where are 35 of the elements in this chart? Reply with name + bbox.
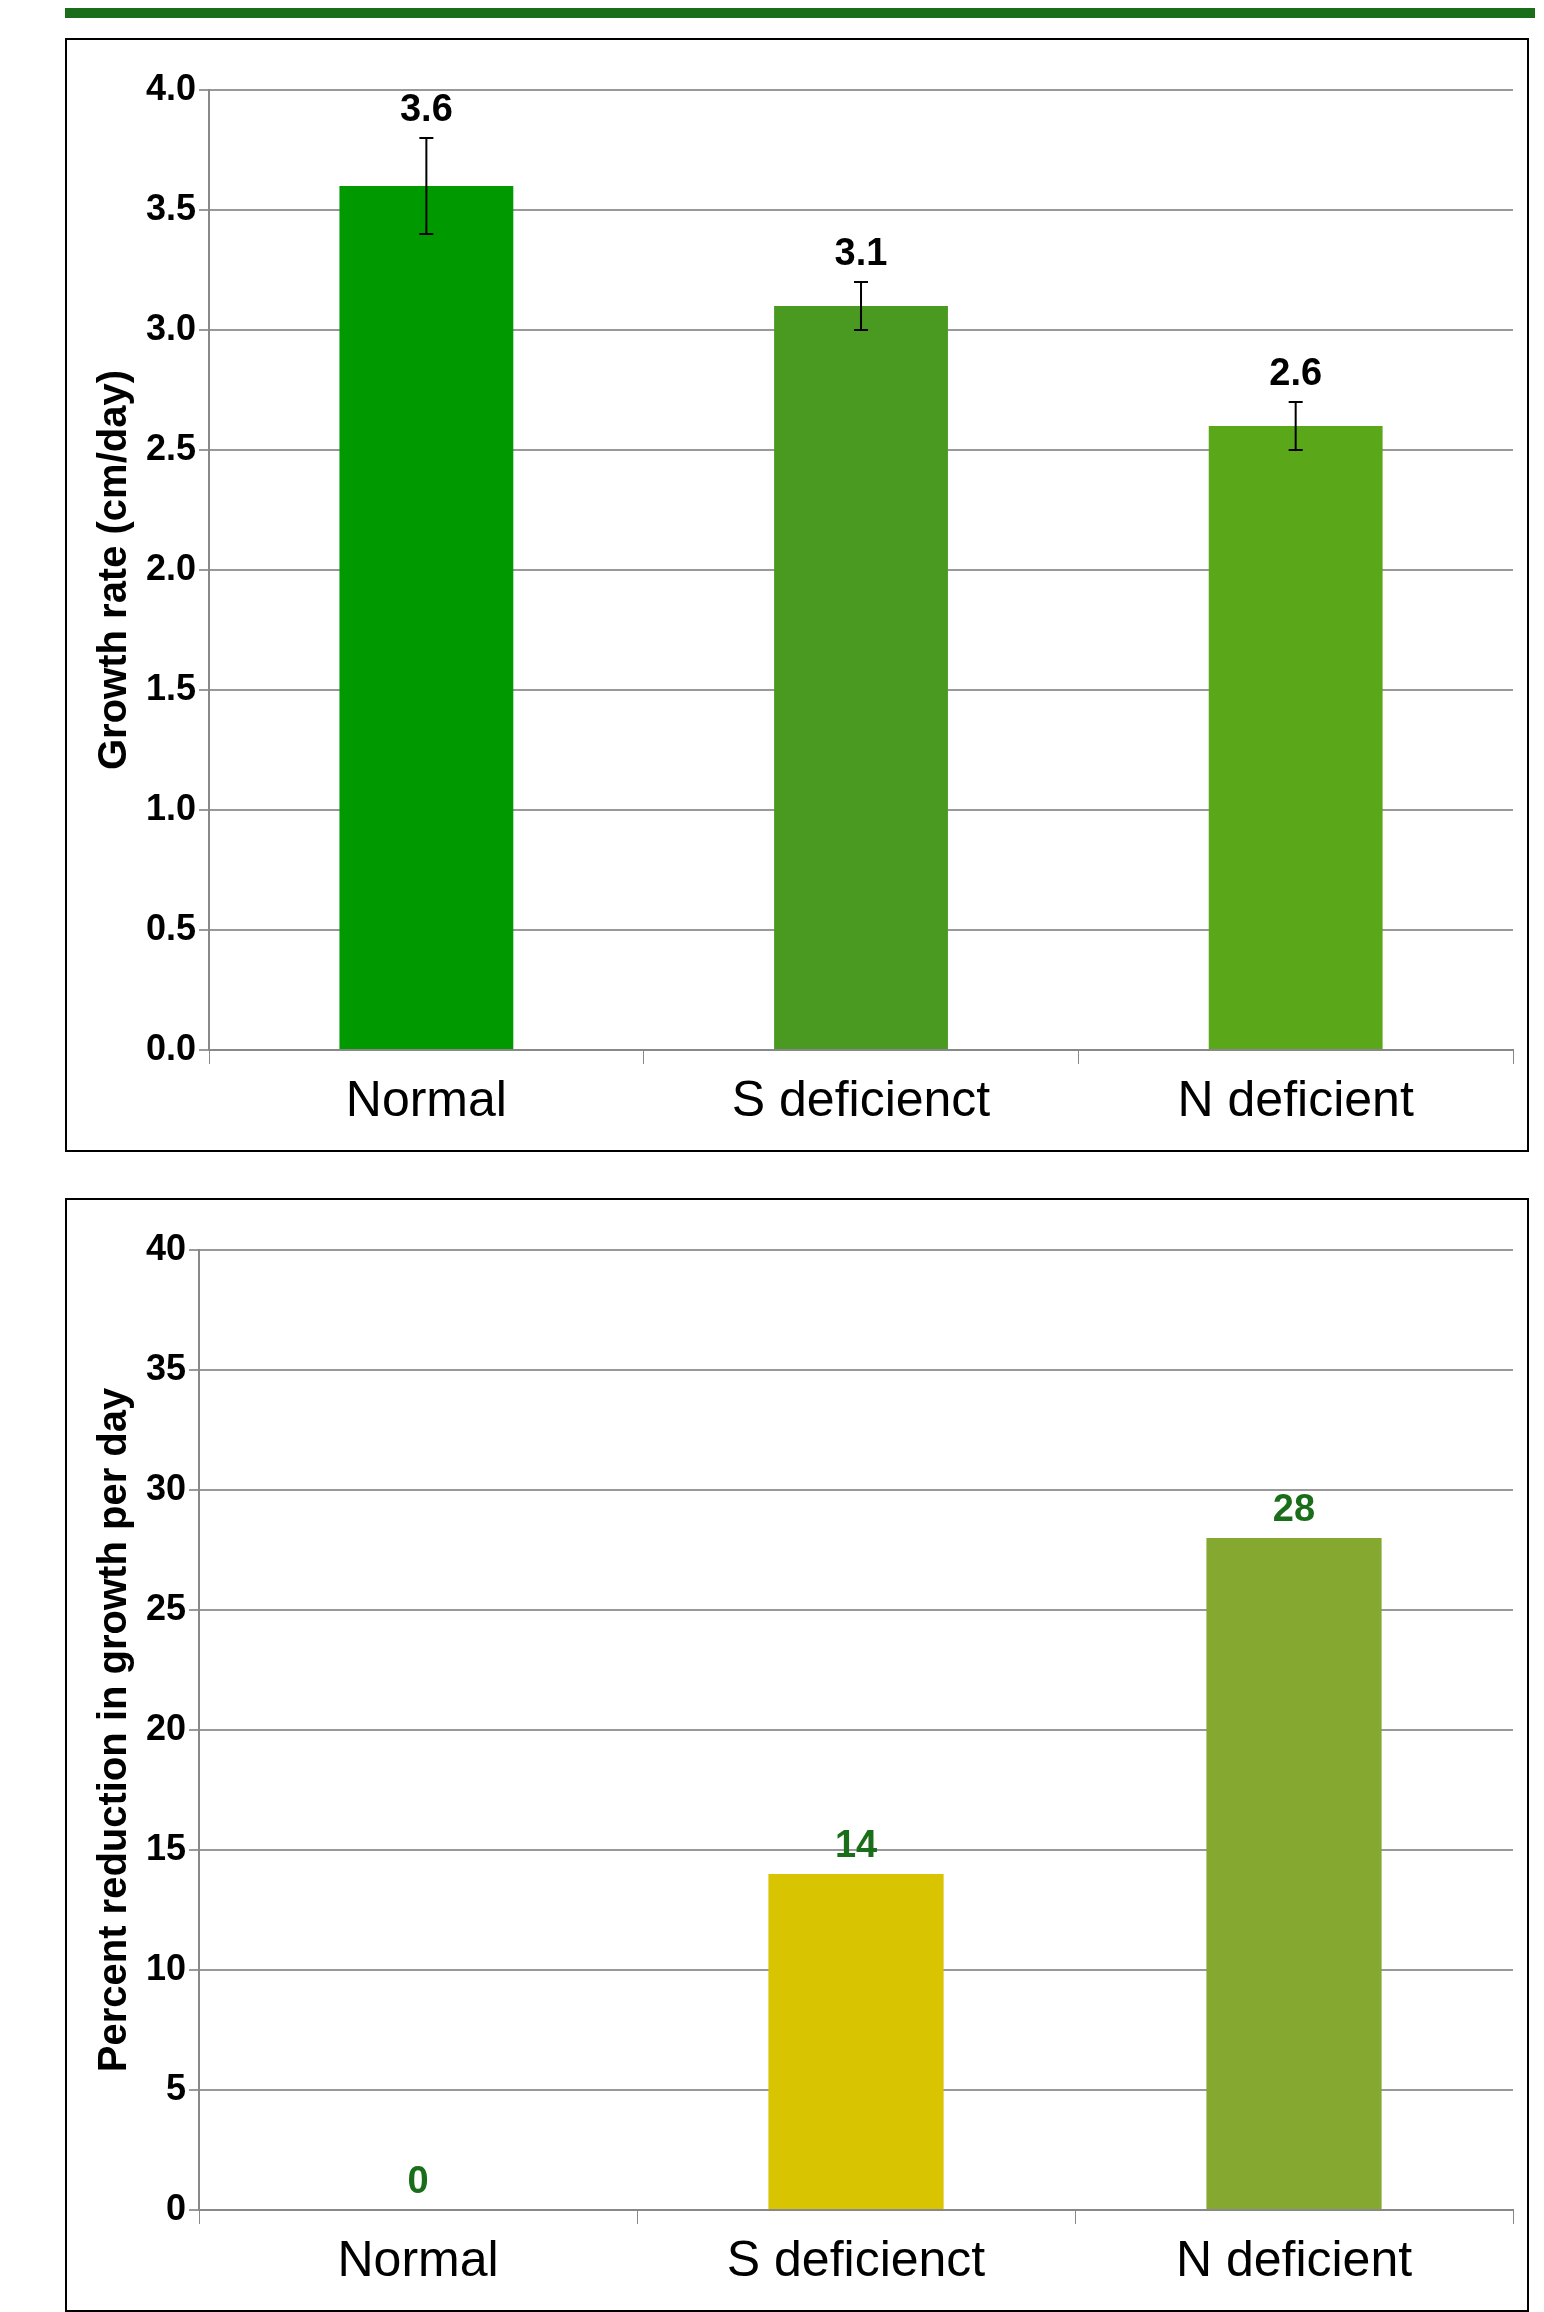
y-tick-label: 3.0 (146, 306, 197, 348)
y-tick-label: 2.5 (146, 426, 197, 468)
x-tick-label: Normal (337, 2230, 499, 2287)
data-label: 3.6 (399, 87, 453, 130)
y-tick-label: 5 (166, 2066, 187, 2108)
y-tick-label: 10 (146, 1946, 187, 1988)
y-tick-label: 1.5 (146, 666, 197, 708)
y-tick-label: 40 (146, 1226, 187, 1268)
y-tick-label: 3.5 (146, 186, 197, 228)
x-tick-label: N deficient (1175, 2230, 1413, 2287)
y-tick-label: 15 (146, 1826, 187, 1868)
y-tick-label: 0.5 (146, 906, 197, 948)
x-tick-label: Normal (345, 1070, 507, 1127)
bar (339, 186, 514, 1049)
data-label: 0 (407, 2159, 429, 2202)
bar (774, 306, 948, 1049)
data-label: 2.6 (1269, 351, 1323, 394)
bar (1208, 426, 1383, 1049)
y-tick-label: 25 (146, 1586, 187, 1628)
y-tick-label: 2.0 (146, 546, 197, 588)
y-tick-label: 20 (146, 1706, 187, 1748)
y-tick-label: 1.0 (146, 786, 197, 828)
x-tick-label: S deficienct (731, 1070, 991, 1127)
data-label: 3.1 (834, 231, 888, 274)
data-label: 14 (834, 1823, 878, 1866)
y-axis-title: Growth rate (cm/day) (90, 369, 135, 771)
x-tick-label: S deficienct (726, 2230, 986, 2287)
y-tick-label: 30 (146, 1466, 187, 1508)
y-tick-label: 0 (166, 2186, 187, 2228)
data-label: 28 (1272, 1487, 1316, 1530)
x-tick-label: N deficient (1177, 1070, 1414, 1127)
y-tick-label: 35 (146, 1346, 187, 1388)
y-tick-label: 4.0 (146, 66, 197, 108)
y-tick-label: 0.0 (146, 1026, 197, 1068)
y-axis-title: Percent reduction in growth per day (90, 1386, 135, 2073)
